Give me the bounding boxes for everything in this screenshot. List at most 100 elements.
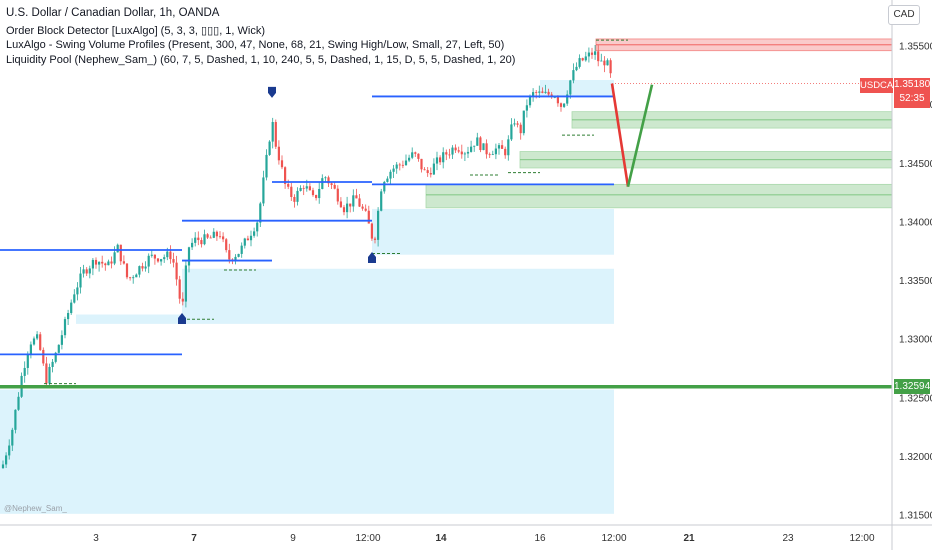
time-axis-label: 12:00 [355, 533, 380, 544]
candle-body [29, 344, 32, 355]
candle-body [414, 152, 417, 154]
time-axis-label: 21 [683, 533, 695, 544]
price-axis-label: 1.33000 [899, 335, 932, 346]
candle-body [32, 338, 36, 345]
candle-body [240, 245, 243, 254]
time-axis-label: 14 [435, 533, 447, 544]
candle-body [45, 363, 48, 384]
candle-body [14, 409, 17, 430]
candle-body [349, 203, 352, 207]
candle-body [361, 206, 364, 209]
candle-body [553, 97, 556, 98]
candle-body [23, 367, 26, 376]
candle-body [445, 152, 448, 155]
candle-body [197, 237, 200, 241]
indicator-order-block[interactable]: Order Block Detector [LuxAlgo] (5, 3, 3,… [6, 25, 266, 37]
candle-body [386, 178, 389, 182]
candle-body [299, 187, 302, 191]
candle-body [249, 235, 253, 241]
candle-body [293, 196, 296, 202]
candle-body [442, 152, 445, 163]
projection-up-line [626, 84, 654, 187]
candle-body [488, 154, 491, 156]
candle-body [290, 186, 293, 197]
price-axis-label: 1.34500 [899, 159, 932, 170]
candle-body [209, 237, 212, 239]
candle-body [594, 51, 597, 55]
candle-body [104, 263, 107, 266]
candle-body [581, 58, 584, 61]
chart-title: U.S. Dollar / Canadian Dollar, 1h, OANDA [6, 7, 220, 19]
price-axis-label: 1.35500 [899, 42, 932, 53]
volume-profile-zone [372, 208, 614, 255]
candle-body [1, 464, 5, 469]
candle-body [556, 97, 559, 104]
candle-body [590, 52, 594, 55]
candle-body [150, 254, 153, 256]
time-axis-label: 23 [782, 533, 794, 544]
candle-body [513, 123, 516, 125]
candle-body [457, 150, 460, 152]
candle-body [85, 269, 88, 274]
candle-body [243, 238, 246, 246]
candle-body [88, 268, 91, 274]
candle-body [156, 258, 160, 262]
candle-body [333, 184, 336, 189]
candle-body [311, 190, 315, 196]
candle-body [181, 298, 184, 302]
candle-body [144, 266, 147, 269]
candle-body [147, 255, 150, 267]
candle-body [302, 187, 305, 189]
candle-body [51, 361, 54, 367]
candle-body [497, 145, 501, 149]
candle-body [138, 266, 141, 275]
candle-body [401, 164, 404, 166]
candle-body [76, 287, 79, 295]
candle-body [94, 259, 98, 265]
candle-body [11, 429, 14, 446]
volume-profile-zone [182, 268, 614, 315]
candle-body [70, 302, 73, 314]
candle-body [491, 154, 494, 156]
candle-body [228, 250, 231, 260]
candle-body [389, 171, 392, 179]
projection-down-line [610, 83, 630, 187]
currency-selector[interactable]: CAD [888, 5, 920, 25]
swing-marker [268, 86, 276, 98]
candle-body [417, 153, 420, 159]
candle-body [271, 122, 274, 142]
candle-body [246, 238, 249, 241]
candle-body [178, 279, 181, 299]
candle-body [91, 259, 94, 269]
swing-marker [178, 313, 186, 325]
last-price-value: 1.35180 [894, 79, 931, 90]
candle-body [522, 110, 525, 134]
volume-profile-zone [76, 314, 614, 324]
candle-body [584, 56, 587, 61]
time-axis-label: 3 [93, 533, 99, 544]
candle-body [519, 124, 522, 134]
candle-body [466, 151, 470, 154]
candle-body [404, 160, 408, 166]
candle-body [262, 177, 265, 204]
candle-body [451, 147, 454, 155]
candle-body [318, 188, 321, 199]
candle-body [476, 137, 479, 146]
candle-body [256, 222, 259, 232]
candle-body [67, 313, 70, 320]
candle-body [296, 190, 299, 202]
candle-body [17, 396, 20, 410]
candle-body [26, 354, 29, 368]
time-axis-label: 7 [191, 533, 197, 544]
candle-body [175, 262, 178, 280]
candle-body [122, 261, 125, 264]
candle-body [212, 231, 215, 238]
indicator-liquidity-pool[interactable]: Liquidity Pool (Nephew_Sam_) (60, 7, 5, … [6, 54, 516, 66]
candle-body [82, 269, 85, 274]
indicator-swing-volume[interactable]: LuxAlgo - Swing Volume Profiles (Present… [6, 39, 505, 51]
candle-body [234, 256, 237, 261]
candle-body [79, 273, 82, 288]
price-axis-label: 1.34000 [899, 217, 932, 228]
